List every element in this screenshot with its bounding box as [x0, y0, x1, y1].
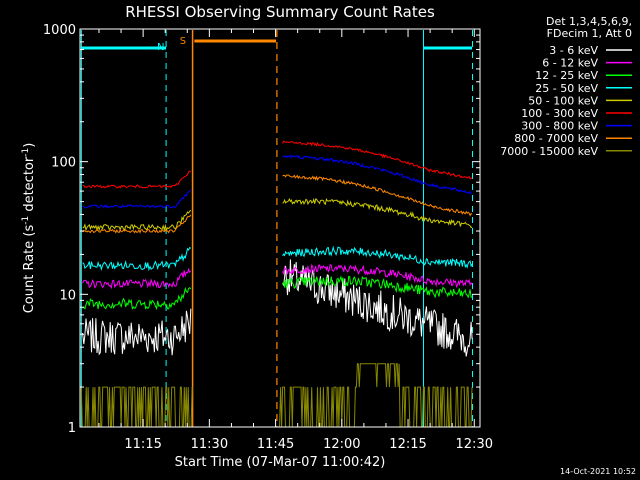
x-tick-label: 12:00 [323, 437, 360, 452]
legend-title-line-1: Det 1,3,4,5,6,9, [546, 15, 632, 28]
y-axis-label: Count Rate (s-1 detector-1) [21, 143, 37, 314]
series-800-7000-kev-before-gap [82, 214, 192, 234]
legend-title-line-2: FDecim 1, Att 0 [547, 27, 632, 40]
legend-label: 3 - 6 keV [549, 44, 598, 57]
legend-label: 100 - 300 keV [521, 107, 598, 120]
legend: Det 1,3,4,5,6,9, FDecim 1, Att 0 3 - 6 k… [500, 15, 632, 158]
y-axis: 1 10 100 1000 [43, 23, 480, 436]
x-axis: 11:15 11:30 11:45 12:00 12:15 12:30 [98, 29, 493, 452]
flag-s: S [180, 36, 186, 47]
series-25-50-kev-before-gap [82, 246, 192, 272]
x-tick-label: 12:30 [456, 437, 493, 452]
series-7000-15000-kev-right [278, 363, 473, 428]
y-tick-label: 1 [68, 421, 76, 436]
series-3-6-kev-after-gap [282, 259, 473, 357]
series-300-800-kev-before-gap [82, 189, 192, 209]
series-12-25-kev-before-gap [82, 286, 192, 311]
series-25-50-kev-after-gap [282, 245, 473, 269]
legend-label: 6 - 12 keV [542, 57, 598, 70]
y-tick-label: 100 [51, 156, 76, 171]
legend-label: 7000 - 15000 keV [500, 145, 598, 158]
x-tick-label: 11:45 [257, 437, 294, 452]
legend-label: 800 - 7000 keV [514, 132, 598, 145]
series-6-12-kev-before-gap [82, 267, 192, 290]
legend-label: 300 - 800 keV [521, 120, 598, 133]
chart-marks: NS [80, 30, 473, 428]
series-50-100-kev-before-gap [82, 209, 192, 232]
y-tick-label: 1000 [43, 23, 76, 38]
x-tick-label: 12:15 [389, 437, 426, 452]
series-100-300-kev-after-gap [282, 140, 473, 180]
x-tick-label: 11:15 [124, 437, 161, 452]
legend-label: 12 - 25 keV [535, 69, 598, 82]
x-axis-label: Start Time (07-Mar-07 11:00:42) [175, 455, 386, 470]
series-12-25-kev-after-gap [282, 275, 473, 299]
series-6-12-kev-after-gap [282, 263, 473, 289]
series-800-7000-kev-after-gap [282, 174, 473, 217]
chart-title: RHESSI Observing Summary Count Rates [125, 3, 435, 21]
series-300-800-kev-after-gap [282, 154, 473, 195]
legend-label: 50 - 100 keV [528, 94, 598, 107]
legend-label: 25 - 50 keV [535, 82, 598, 95]
plot-frame [79, 28, 481, 428]
flag-n: N [157, 42, 164, 53]
x-tick-label: 11:30 [191, 437, 228, 452]
series-100-300-kev-before-gap [82, 170, 192, 189]
series-7000-15000-kev-left [80, 386, 193, 428]
series-50-100-kev-after-gap [282, 197, 473, 229]
series-3-6-kev-before-gap [82, 308, 192, 356]
y-tick-label: 10 [59, 288, 76, 303]
render-timestamp: 14-Oct-2021 10:52 [560, 467, 636, 476]
